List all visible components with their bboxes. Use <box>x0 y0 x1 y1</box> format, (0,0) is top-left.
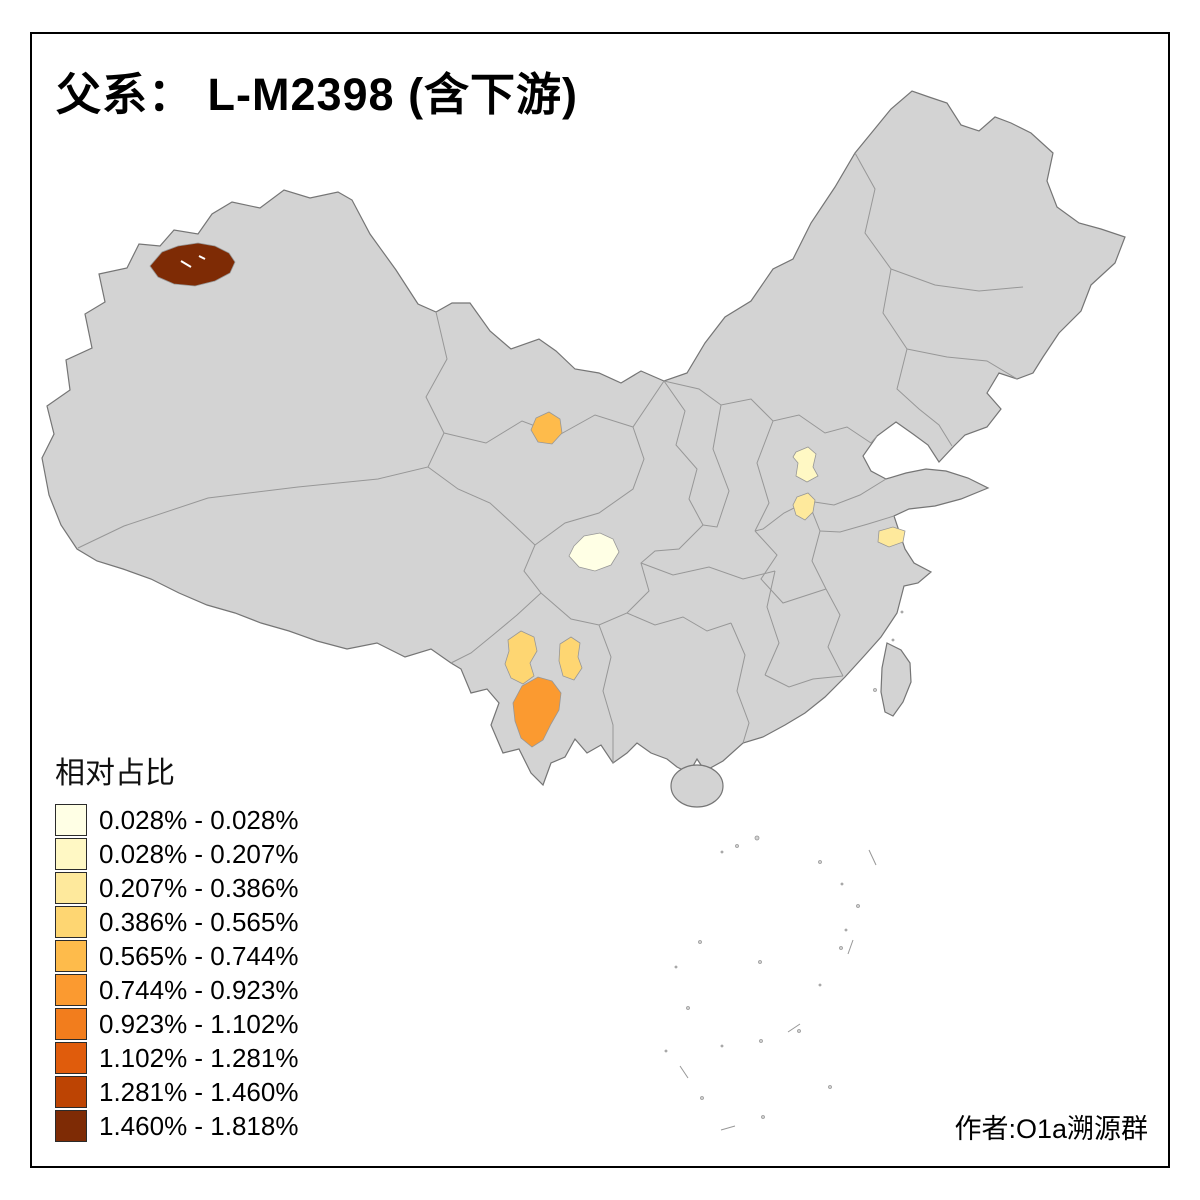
legend-entry: 0.386% - 0.565% <box>55 906 298 938</box>
legend-label: 0.028% - 0.028% <box>99 804 299 835</box>
south-china-sea-islands <box>664 610 904 1119</box>
legend-entry: 1.102% - 1.281% <box>55 1042 298 1074</box>
region-yunnan-south <box>512 676 562 748</box>
legend-label: 0.923% - 1.102% <box>99 1008 299 1039</box>
region-yunnan-west <box>504 630 538 685</box>
legend-swatch <box>55 906 87 938</box>
region-shandong-south <box>792 492 816 521</box>
region-sichuan <box>568 532 620 572</box>
legend-swatch <box>55 1008 87 1040</box>
legend-rows: 0.028% - 0.028% 0.028% - 0.207% 0.207% - 0… <box>55 804 298 1142</box>
china-mainland <box>41 90 1126 808</box>
legend-entry: 0.028% - 0.028% <box>55 804 298 836</box>
legend-entry: 1.460% - 1.818% <box>55 1110 298 1142</box>
legend-label: 0.565% - 0.744% <box>99 940 299 971</box>
legend-entry: 0.744% - 0.923% <box>55 974 298 1006</box>
legend-entry: 0.923% - 1.102% <box>55 1008 298 1040</box>
region-yunnan-central <box>558 636 583 681</box>
taiwan-island <box>880 642 912 717</box>
legend-entry: 0.565% - 0.744% <box>55 940 298 972</box>
highlight-inner-detail <box>180 255 206 268</box>
legend-entry: 0.028% - 0.207% <box>55 838 298 870</box>
region-shandong-north <box>792 446 819 483</box>
province-borders <box>77 152 1024 1131</box>
china-mainland-shape <box>41 90 1126 787</box>
legend-label: 1.102% - 1.281% <box>99 1042 299 1073</box>
legend-entry: 1.281% - 1.460% <box>55 1076 298 1108</box>
legend-swatch <box>55 804 87 836</box>
region-northwest-xinjiang <box>149 242 236 287</box>
legend-label: 0.386% - 0.565% <box>99 906 299 937</box>
legend: 相对占比 0.028% - 0.028% 0.028% - 0.207% 0.207… <box>55 748 298 1144</box>
legend-swatch <box>55 838 87 870</box>
legend-swatch <box>55 1110 87 1142</box>
legend-swatch <box>55 1076 87 1108</box>
legend-label: 1.281% - 1.460% <box>99 1076 299 1107</box>
legend-swatch <box>55 1042 87 1074</box>
map-title: 父系： L-M2398 (含下游) <box>56 69 579 120</box>
hainan-island <box>670 764 724 808</box>
region-jiangsu <box>877 526 906 548</box>
attribution: 作者:O1a溯源群 <box>954 1114 1148 1144</box>
legend-swatch <box>55 974 87 1006</box>
highlighted-prefectures <box>149 242 906 748</box>
legend-label: 0.744% - 0.923% <box>99 974 299 1005</box>
region-qinghai <box>530 411 563 445</box>
legend-label: 0.028% - 0.207% <box>99 838 299 869</box>
legend-entry: 0.207% - 0.386% <box>55 872 298 904</box>
legend-label: 1.460% - 1.818% <box>99 1110 299 1141</box>
legend-swatch <box>55 872 87 904</box>
legend-swatch <box>55 940 87 972</box>
legend-title: 相对占比 <box>55 757 175 790</box>
legend-label: 0.207% - 0.386% <box>99 872 299 903</box>
